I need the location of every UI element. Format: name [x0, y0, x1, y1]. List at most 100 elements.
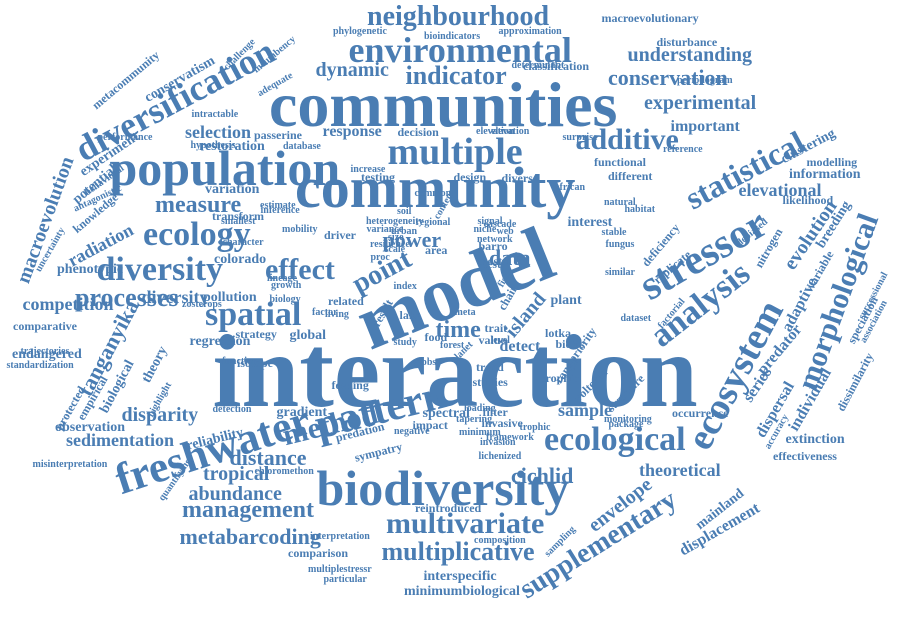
word-biodiversity: biodiversity — [316, 460, 570, 516]
word-indicator: indicator — [405, 61, 507, 90]
word-different: different — [608, 169, 653, 183]
word-habitat: habitat — [624, 204, 656, 215]
word-impact: impact — [412, 418, 448, 432]
word-natural: natural — [604, 197, 636, 208]
word-sample: sample — [558, 400, 612, 420]
word-extinction: extinction — [785, 432, 845, 447]
word-monitoring: monitoring — [604, 414, 652, 425]
word-colorado: colorado — [214, 252, 267, 267]
word-loading: loading — [464, 403, 496, 414]
word-interspecific: interspecific — [423, 569, 497, 584]
word-package: package — [608, 419, 644, 430]
word-bioindicators: bioindicators — [424, 31, 481, 42]
word-interaction: interaction — [212, 314, 698, 429]
word-global: global — [289, 328, 327, 343]
word-feeding: feeding — [331, 378, 369, 392]
word-trophic: trophic — [541, 371, 579, 385]
word-common: common — [414, 188, 452, 199]
word-reintroduced: reintroduced — [415, 501, 482, 515]
word-variation: variation — [205, 182, 260, 197]
word-power: power — [382, 227, 442, 252]
word-elevational: elevational — [738, 180, 822, 200]
word-composition: composition — [474, 535, 526, 546]
word-disparity: disparity — [121, 404, 199, 426]
word-observation: observation — [55, 420, 125, 435]
word-interest: interest — [567, 215, 613, 230]
word-scale: scale — [384, 244, 406, 255]
word-design: design — [453, 170, 487, 184]
word-area: area — [425, 243, 448, 257]
word-detect: detect — [499, 338, 541, 355]
word-trait: trait — [484, 321, 508, 335]
word-conservation: conservation — [608, 65, 728, 90]
word-additive: additive — [575, 123, 679, 156]
word-communities: communities — [269, 69, 618, 140]
word-diversity: diversity — [141, 287, 209, 307]
word-studies: studies — [472, 375, 508, 389]
word-similar: similar — [605, 267, 635, 278]
word-detection: detection — [212, 404, 252, 415]
word-performance: performance — [97, 132, 153, 143]
word-dataset: dataset — [620, 313, 652, 324]
word-smallest: smallest — [221, 216, 256, 227]
word-occurrence: occurrence — [672, 406, 729, 420]
word-fungus: fungus — [605, 239, 635, 250]
word-dynamic: dynamic — [315, 59, 389, 81]
word-experimental: experimental — [644, 92, 757, 114]
word-measure: measure — [155, 192, 242, 218]
word-management: management — [182, 497, 314, 523]
word-heterogeneity: heterogeneity — [366, 216, 424, 227]
word-effectiveness: effectiveness — [773, 449, 837, 463]
word-regression: regression — [189, 334, 251, 349]
word-related: related — [328, 294, 364, 308]
word-phylogenetic: phylogenetic — [333, 26, 387, 37]
word-function: function — [222, 356, 258, 367]
word-food: food — [424, 330, 448, 344]
word-multiplestressr: multiplestressr — [308, 564, 372, 575]
word-lake: lake — [399, 308, 421, 322]
word-comparative: comparative — [13, 319, 77, 333]
word-resilience: resilience — [370, 239, 410, 250]
word-trend: trend — [476, 360, 504, 374]
word-forest: forest — [440, 340, 465, 351]
word-time: time — [435, 317, 481, 343]
word-ecological: ecological — [544, 421, 686, 458]
word-network: network — [477, 234, 513, 245]
word-interpretation: interpretation — [310, 531, 370, 542]
word-living: living — [325, 309, 349, 320]
word-metabarcoding: metabarcoding — [179, 524, 321, 549]
word-zosterops: zosterops — [182, 299, 222, 310]
word-modelling: modelling — [806, 155, 858, 169]
word-minimum: minimum — [459, 427, 501, 438]
word-database: database — [283, 141, 321, 152]
word-functional: functional — [594, 155, 647, 169]
word-population: population — [109, 140, 341, 196]
word-inference: inference — [260, 205, 300, 216]
word-intractable: intractable — [191, 109, 239, 120]
word-understanding: understanding — [627, 44, 753, 66]
word-trophic: trophic — [519, 422, 551, 433]
word-stable: stable — [601, 227, 627, 238]
word-sedimentation: sedimentation — [66, 430, 174, 450]
word-estimate: estimate — [260, 200, 296, 211]
word-invasion: invasion — [480, 437, 516, 448]
word-decision: decision — [397, 125, 439, 139]
word-endangered: endangered — [12, 347, 82, 362]
word-biology: biology — [269, 294, 301, 305]
word-test: test — [483, 257, 501, 271]
word-trajectories: trajectories — [20, 346, 70, 357]
word-likelihood: likelihood — [782, 193, 834, 207]
word-african: african — [554, 182, 586, 193]
word-phenotypic: phenotypic — [57, 262, 124, 277]
word-cascade: cascade — [483, 219, 517, 230]
word-niche: niche — [473, 224, 497, 235]
word-macroevolutionary: macroevolutionary — [601, 11, 699, 25]
word-web: web — [496, 226, 514, 237]
word-approximation: approximation — [498, 26, 562, 37]
word-abundance: abundance — [188, 483, 282, 505]
word-important: important — [670, 118, 740, 135]
word-reference: reference — [663, 144, 703, 155]
word-determinant: determinant — [511, 60, 565, 71]
word-value: value — [478, 333, 506, 347]
word-lineage: lineage — [267, 273, 297, 284]
